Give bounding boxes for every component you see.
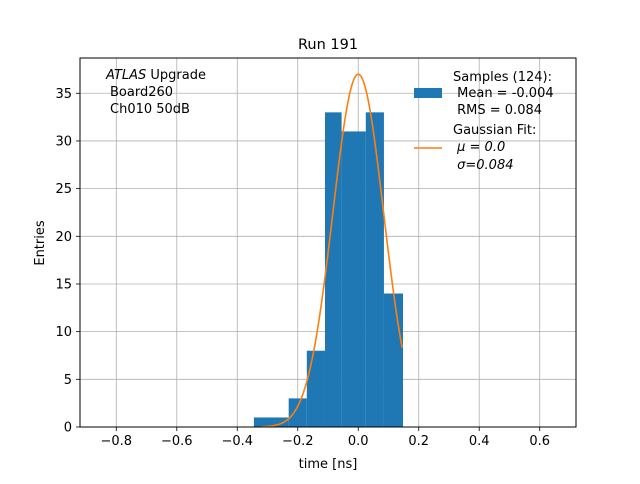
y-tick-label: 25	[55, 182, 72, 197]
x-axis-label: time [ns]	[299, 457, 358, 472]
chart-title: Run 191	[298, 37, 358, 53]
histogram-bar	[365, 112, 384, 427]
x-tick-label: 0.6	[529, 434, 550, 449]
histogram-bar	[306, 350, 325, 427]
y-tick-label: 20	[55, 230, 72, 245]
legend-histogram-swatch	[414, 88, 442, 98]
annotation-line-2: Board260	[110, 85, 173, 100]
x-tick-label: 0.2	[408, 434, 429, 449]
annotation-upgrade: Upgrade	[146, 68, 206, 83]
y-tick-label: 35	[55, 87, 72, 102]
x-tick-label: −0.6	[161, 434, 193, 449]
y-tick-label: 5	[64, 373, 72, 388]
histogram-bar	[324, 112, 342, 427]
annotation-line-3: Ch010 50dB	[110, 102, 190, 117]
x-axis: −0.8 −0.6 −0.4 −0.2 0.0 0.2 0.4 0.6	[101, 427, 550, 449]
legend-fit-line-1: Gaussian Fit:	[453, 123, 536, 138]
legend-hist-line-2: Mean = -0.004	[453, 86, 554, 101]
histogram-bar	[288, 398, 307, 427]
y-tick-label: 30	[55, 134, 72, 149]
y-axis-label: Entries	[33, 220, 48, 266]
plot-frame	[79, 57, 577, 428]
y-axis: 0 5 10 15 20 25 30 35	[55, 87, 80, 436]
x-tick-label: 0.4	[469, 434, 490, 449]
y-tick-label: 10	[55, 325, 72, 340]
atlas-annotation: ATLAS Upgrade Board260 Ch010 50dB	[105, 68, 206, 117]
legend-hist-line-1: Samples (124):	[453, 70, 552, 85]
y-tick-label: 15	[55, 277, 72, 292]
histogram-bar	[341, 131, 366, 427]
histogram-bar	[383, 293, 404, 427]
x-tick-label: −0.2	[282, 434, 314, 449]
histogram-bars	[253, 112, 404, 427]
legend-fit-line-2: μ = 0.0	[453, 140, 505, 155]
legend-fit-line-3: σ=0.084	[453, 158, 513, 173]
y-tick-label: 0	[64, 421, 72, 436]
x-tick-label: −0.4	[221, 434, 253, 449]
legend: Samples (124): Mean = -0.004 RMS = 0.084…	[414, 70, 554, 173]
annotation-atlas: ATLAS	[105, 68, 146, 83]
histogram-bar	[253, 417, 289, 427]
x-tick-label: −0.8	[101, 434, 133, 449]
legend-hist-line-3: RMS = 0.084	[453, 103, 542, 118]
x-tick-label: 0.0	[348, 434, 369, 449]
annotation-line-1: ATLAS Upgrade	[105, 68, 206, 83]
gaussian-fit-line	[261, 73, 403, 428]
